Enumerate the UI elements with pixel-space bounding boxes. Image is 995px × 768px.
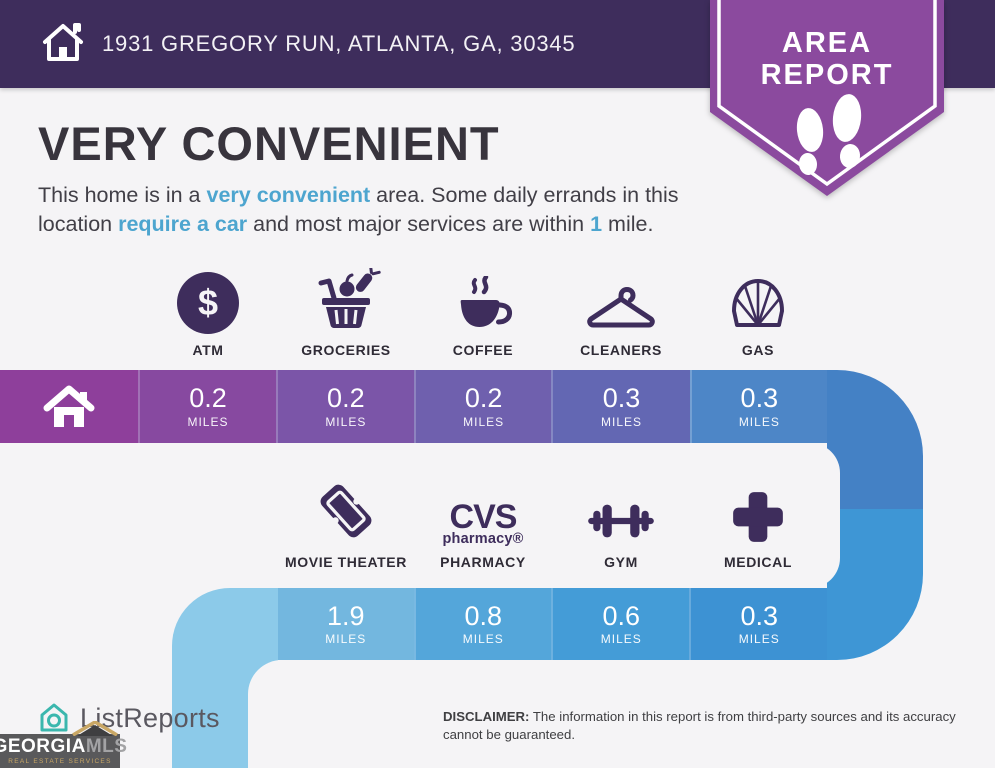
medical-cross-icon <box>733 492 783 542</box>
amenity-label: GYM <box>604 554 638 570</box>
ribbon-line1: AREA <box>782 27 872 59</box>
amenity-label: GROCERIES <box>301 342 391 358</box>
intro-text: mile. <box>602 211 654 236</box>
mls-roof-icon <box>72 721 118 736</box>
dumbbell-icon <box>588 504 654 538</box>
distance-bar-bottom: 1.9 MILES 0.8 MILES 0.6 MILES 0.3 MILES <box>278 588 827 660</box>
amenity-label: MEDICAL <box>724 554 792 570</box>
distance-cell: 0.3 MILES <box>689 588 827 660</box>
distance-cell: 0.2 MILES <box>275 370 414 443</box>
home-solid-icon <box>43 385 95 427</box>
coffee-cup-icon <box>460 276 513 327</box>
distance-cell: 0.2 MILES <box>413 370 552 443</box>
atm-icon: $ <box>177 272 239 334</box>
distance-cell: 1.9 MILES <box>278 588 414 660</box>
amenity-atm: $ ATM <box>138 258 278 358</box>
listreports-logo: ListReports <box>36 700 220 736</box>
intro-text: area. Some daily errands in this locatio… <box>38 183 679 236</box>
amenity-movie-theater: MOVIE THEATER <box>276 458 416 570</box>
home-marker-cell <box>0 370 139 443</box>
property-address: 1931 GREGORY RUN, ATLANTA, GA, 30345 <box>102 31 576 56</box>
distance-cell: 0.6 MILES <box>551 588 690 660</box>
home-outline-icon <box>40 21 86 68</box>
disclaimer-label: DISCLAIMER: <box>443 709 530 724</box>
amenity-label: MOVIE THEATER <box>285 554 407 570</box>
mls-tagline: REAL ESTATE SERVICES <box>8 758 112 765</box>
amenity-pharmacy: CVS pharmacy® PHARMACY <box>413 458 553 570</box>
mls-wordmark-mls: MLS <box>85 736 128 757</box>
cvs-pharmacy-logo: CVS pharmacy® <box>442 498 524 547</box>
distance-cell: 0.3 MILES <box>689 370 827 443</box>
mls-wordmark-georgia: GEORGIA <box>0 736 86 757</box>
ribbon-line2: REPORT <box>761 59 894 91</box>
dollar-glyph: $ <box>197 282 219 323</box>
amenity-label: CLEANERS <box>580 342 662 358</box>
amenity-coffee: COFFEE <box>413 258 553 358</box>
disclaimer: DISCLAIMER: The information in this repo… <box>443 708 978 744</box>
amenity-label: GAS <box>741 342 775 358</box>
groceries-basket-icon <box>318 268 381 328</box>
amenity-label: ATM <box>192 342 224 358</box>
amenity-cleaners: CLEANERS <box>551 258 691 358</box>
area-report-ribbon: AREA REPORT <box>710 0 944 200</box>
distance-cell: 0.2 MILES <box>138 370 276 443</box>
distance-cell: 0.3 MILES <box>551 370 690 443</box>
amenity-groceries: GROCERIES <box>276 258 416 358</box>
intro-paragraph: This home is in a very convenient area. … <box>38 181 718 238</box>
intro-highlight: 1 <box>590 211 603 236</box>
intro-text: and most major services are within <box>247 211 591 236</box>
distance-cell: 0.8 MILES <box>413 588 551 660</box>
disclaimer-text: The information in this report is from t… <box>443 709 956 742</box>
listreports-house-icon <box>40 703 68 732</box>
intro-highlight: require a car <box>118 211 248 236</box>
amenity-gas: GAS <box>688 258 828 358</box>
route-u-turn <box>827 370 923 660</box>
amenity-gym: GYM <box>551 458 691 570</box>
route-connector-carve <box>248 660 312 768</box>
georgia-mls-logo: GEORGIA MLS REAL ESTATE SERVICES <box>0 721 127 768</box>
amenity-label: PHARMACY <box>440 554 526 570</box>
hanger-icon <box>587 287 655 328</box>
intro-text: This home is in a <box>38 183 207 207</box>
footprints-icon <box>796 94 862 175</box>
amenity-medical: MEDICAL <box>688 458 828 570</box>
intro-highlight: very convenient <box>206 183 371 207</box>
amenity-label: COFFEE <box>452 342 514 358</box>
movie-ticket-icon <box>320 484 372 538</box>
page-title: VERY CONVENIENT <box>38 117 500 170</box>
distance-bar-top: 0.2 MILES 0.2 MILES 0.2 MILES 0.3 MILES … <box>0 370 827 443</box>
shell-gas-icon <box>732 279 784 327</box>
